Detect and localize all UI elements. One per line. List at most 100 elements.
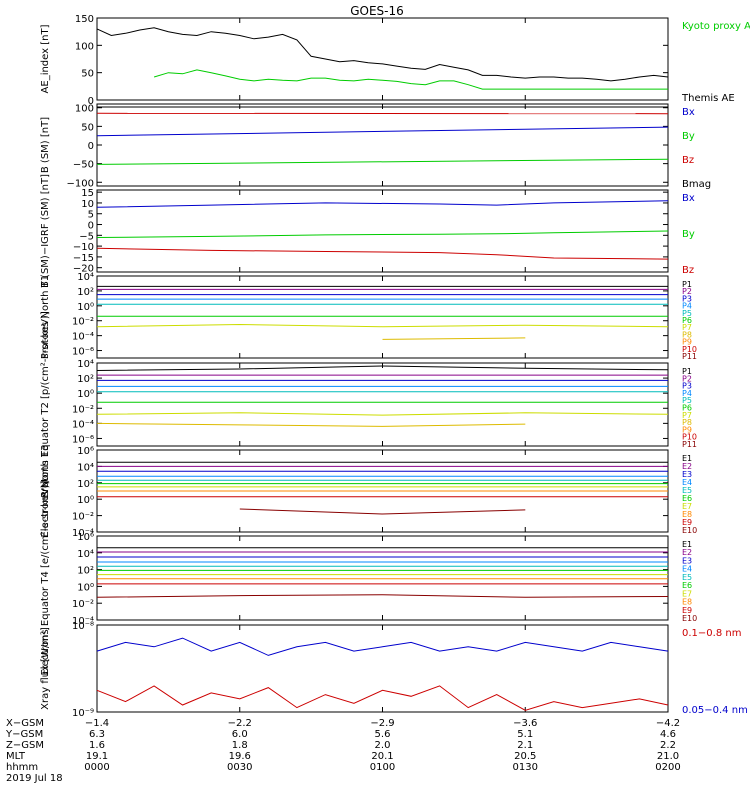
axis-row-value: −4.2 bbox=[656, 718, 680, 729]
axis-row-value: 2.0 bbox=[375, 740, 391, 751]
legend-label: P8 bbox=[682, 418, 692, 427]
y-tick-label: 150 bbox=[75, 14, 94, 25]
axis-row-value: 0000 bbox=[84, 762, 109, 773]
y-tick-label: 0 bbox=[88, 96, 94, 107]
legend-label: E6 bbox=[682, 581, 692, 590]
y-tick-label: 10⁻² bbox=[72, 599, 94, 610]
y-tick-label: 10⁴ bbox=[77, 359, 94, 370]
axis-row-label: hhmm bbox=[6, 762, 38, 773]
legend-label: P11 bbox=[682, 440, 697, 449]
axis-row-value: 0130 bbox=[513, 762, 538, 773]
legend-label: P4 bbox=[682, 389, 692, 398]
legend-label: E8 bbox=[682, 510, 692, 519]
series-line-p8 bbox=[382, 337, 526, 340]
panel-frame bbox=[96, 275, 669, 359]
axis-row-value: −1.4 bbox=[85, 718, 109, 729]
legend-label: P9 bbox=[682, 425, 692, 434]
legend-label: E2 bbox=[682, 548, 692, 557]
series-line-p1 bbox=[96, 365, 669, 371]
axis-row-value: −2.9 bbox=[370, 718, 394, 729]
date-label: 2019 Jul 18 bbox=[6, 773, 63, 784]
y-tick-label: 15 bbox=[81, 188, 94, 199]
y-axis-label: B (SM) [nT] bbox=[40, 117, 51, 173]
y-tick-label: 10² bbox=[77, 479, 94, 490]
axis-row-value: 20.5 bbox=[514, 751, 536, 762]
y-tick-label: 100 bbox=[75, 104, 94, 115]
series-line-themis-ae bbox=[96, 27, 669, 82]
y-tick-label: 10⁻⁸ bbox=[72, 621, 94, 632]
y-axis-label: AE_index [nT] bbox=[40, 24, 51, 93]
legend-label: Bx bbox=[682, 193, 695, 204]
panel-p2: 10⁴ 10² 10⁰ 10⁻² 10⁻⁴ 10⁻⁶ Protons Equator T2 … bbox=[40, 311, 697, 498]
y-tick-label: 10⁰ bbox=[77, 582, 94, 593]
legend-label: E2 bbox=[682, 462, 692, 471]
y-tick-label: 10⁻⁴ bbox=[72, 528, 94, 539]
series-line-p7 bbox=[96, 323, 669, 328]
series-line-by bbox=[96, 158, 669, 165]
legend-label: E10 bbox=[682, 526, 697, 535]
legend-label: 0.1−0.8 nm bbox=[682, 628, 741, 639]
axis-table: X−GSM −1.4 −2.2 −2.9 −3.6 −4.2 Y−GSM 6.3 6.0 5.6 5… bbox=[5, 718, 681, 784]
legend-label: P4 bbox=[682, 302, 692, 311]
legend-label: P11 bbox=[682, 352, 697, 361]
legend-label: P5 bbox=[682, 309, 692, 318]
legend-label: E9 bbox=[682, 606, 692, 615]
legend-label: E7 bbox=[682, 589, 692, 598]
y-axis-label: Electrons Equator T4 [e/(cm²-s-sr-keV)] bbox=[40, 480, 51, 675]
series-line-e10 bbox=[239, 508, 526, 515]
axis-row-label: Z−GSM bbox=[6, 740, 44, 751]
legend-label: E5 bbox=[682, 573, 692, 582]
legend-label: Themis AE bbox=[681, 93, 735, 104]
axis-row-value: 1.6 bbox=[89, 740, 105, 751]
y-axis-label: Protons North T1 bbox=[40, 275, 51, 359]
axis-row-value: 2.1 bbox=[517, 740, 533, 751]
y-tick-label: 10⁰ bbox=[77, 495, 94, 506]
series-line-bx bbox=[96, 200, 669, 208]
legend-label: P2 bbox=[682, 287, 692, 296]
y-tick-label: 10⁴ bbox=[77, 549, 94, 560]
legend-label: P9 bbox=[682, 338, 692, 347]
legend-label: Bmag bbox=[682, 179, 711, 190]
y-tick-label: 10² bbox=[77, 566, 94, 577]
y-tick-label: 10² bbox=[77, 287, 94, 298]
panel-frame bbox=[96, 103, 669, 187]
y-axis-label: B (SM)−IGRF (SM) [nT] bbox=[40, 174, 51, 288]
y-tick-label: −15 bbox=[73, 253, 94, 264]
y-tick-label: 10⁻⁴ bbox=[72, 332, 94, 343]
legend-label: By bbox=[682, 229, 695, 240]
axis-row-value: 20.1 bbox=[371, 751, 393, 762]
y-tick-label: −50 bbox=[73, 160, 94, 171]
panel-b: −100 −50 0 50 100 B (SM) [nT] Bx By Bz Bmag bbox=[40, 103, 711, 190]
axis-row-label: Y−GSM bbox=[5, 729, 43, 740]
axis-row-value: 1.8 bbox=[232, 740, 248, 751]
axis-row-value: 0200 bbox=[655, 762, 680, 773]
legend-label: 0.05−0.4 nm bbox=[682, 705, 748, 716]
legend-label: P8 bbox=[682, 330, 692, 339]
axis-row-label: MLT bbox=[6, 751, 26, 762]
legend-label: E8 bbox=[682, 598, 692, 607]
y-tick-label: −20 bbox=[73, 264, 94, 275]
y-tick-label: 0 bbox=[88, 141, 94, 152]
legend-label: P3 bbox=[682, 294, 692, 303]
legend-label: P7 bbox=[682, 323, 692, 332]
legend-label: E3 bbox=[682, 556, 692, 565]
y-tick-label: 10⁻² bbox=[72, 512, 94, 523]
series-line-bz bbox=[96, 247, 669, 260]
series-line-0-05-0-4-nm bbox=[96, 637, 669, 656]
legend-label: E7 bbox=[682, 502, 692, 511]
series-line-p8 bbox=[96, 422, 526, 427]
legend-label: Bx bbox=[682, 107, 695, 118]
y-tick-label: −10 bbox=[73, 242, 94, 253]
y-tick-label: 10⁻⁴ bbox=[72, 419, 94, 430]
y-tick-label: 10⁴ bbox=[77, 272, 94, 283]
series-line-p7 bbox=[96, 412, 669, 416]
legend-label: P10 bbox=[682, 345, 697, 354]
legend-label: E6 bbox=[682, 494, 692, 503]
axis-row-value: 0100 bbox=[370, 762, 395, 773]
axis-row-value: 4.6 bbox=[660, 729, 676, 740]
legend-label: P5 bbox=[682, 396, 692, 405]
legend-label: E4 bbox=[682, 478, 692, 487]
legend-label: P6 bbox=[682, 404, 692, 413]
y-tick-label: 100 bbox=[75, 41, 94, 52]
